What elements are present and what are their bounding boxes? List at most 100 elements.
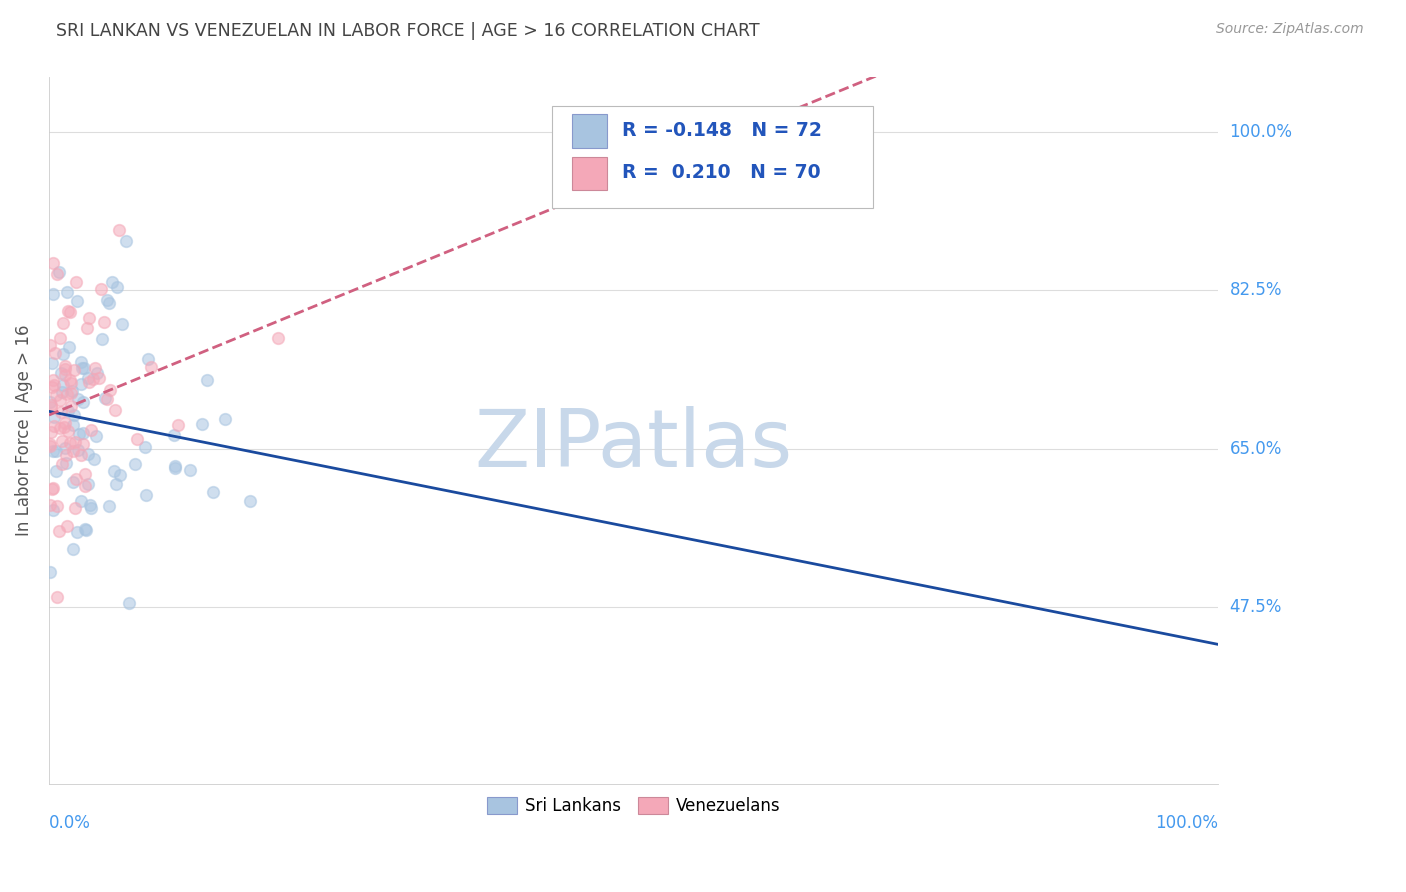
Point: [60, 384, 83, 398]
Text: 65.0%: 65.0%: [1230, 440, 1282, 458]
Point: [108, 468, 131, 483]
Point: [55, 456, 77, 470]
Point: [77, 446, 100, 460]
Point: [56, 303, 79, 318]
Point: [163, 428, 186, 442]
Point: [59, 385, 82, 400]
Point: [51, 385, 73, 400]
Point: [62, 541, 84, 556]
Point: [59, 305, 82, 319]
Text: Source: ZipAtlas.com: Source: ZipAtlas.com: [1216, 22, 1364, 37]
Point: [105, 280, 128, 294]
Point: [39, 338, 62, 352]
Text: 100.0%: 100.0%: [1156, 814, 1219, 832]
Point: [63, 434, 86, 449]
FancyBboxPatch shape: [572, 114, 607, 148]
Point: [165, 459, 187, 474]
Point: [41, 380, 63, 394]
Point: [69, 493, 91, 508]
Point: [84, 429, 107, 443]
Point: [45, 464, 67, 478]
Point: [53, 362, 76, 376]
Point: [134, 440, 156, 454]
Point: [41, 482, 63, 496]
Point: [41, 356, 63, 370]
Point: [70, 361, 93, 376]
Point: [56, 518, 79, 533]
Text: SRI LANKAN VS VENEZUELAN IN LABOR FORCE | AGE > 16 CORRELATION CHART: SRI LANKAN VS VENEZUELAN IN LABOR FORCE …: [56, 22, 759, 40]
Point: [69, 355, 91, 369]
Point: [82, 372, 104, 386]
Point: [49, 421, 72, 435]
Point: [52, 346, 75, 360]
Point: [70, 376, 93, 391]
Point: [96, 293, 118, 307]
Point: [48, 524, 70, 539]
Text: R =  0.210   N = 70: R = 0.210 N = 70: [621, 163, 821, 182]
Point: [42, 410, 65, 425]
Point: [267, 331, 290, 345]
Point: [165, 460, 187, 475]
Point: [41, 256, 63, 270]
Point: [190, 417, 212, 432]
Point: [104, 402, 127, 417]
Point: [51, 405, 73, 419]
Point: [67, 427, 90, 442]
Point: [56, 387, 79, 401]
Point: [49, 366, 72, 380]
Point: [125, 432, 148, 446]
Point: [42, 481, 65, 495]
Point: [51, 457, 73, 471]
Point: [55, 441, 77, 455]
Point: [39, 439, 62, 453]
Point: [179, 462, 201, 476]
Point: [166, 417, 188, 432]
Point: [72, 437, 94, 451]
Point: [59, 436, 82, 450]
Point: [59, 376, 82, 390]
Point: [45, 267, 67, 281]
Point: [98, 499, 121, 513]
Point: [62, 417, 84, 432]
Point: [111, 317, 134, 331]
Point: [80, 423, 103, 437]
Point: [90, 333, 112, 347]
Point: [65, 472, 87, 486]
Point: [72, 425, 94, 440]
Point: [63, 408, 86, 422]
FancyBboxPatch shape: [572, 157, 607, 191]
Point: [83, 360, 105, 375]
Text: 100.0%: 100.0%: [1230, 123, 1292, 141]
Point: [48, 331, 70, 345]
Point: [77, 371, 100, 385]
Point: [63, 363, 86, 377]
Point: [48, 264, 70, 278]
Point: [39, 498, 62, 512]
Point: [70, 448, 93, 462]
Point: [52, 316, 75, 330]
Point: [76, 320, 98, 334]
Point: [45, 499, 67, 513]
Point: [239, 494, 262, 508]
Point: [214, 412, 236, 426]
Point: [53, 359, 76, 373]
Point: [103, 464, 125, 478]
Point: [90, 282, 112, 296]
Point: [58, 374, 80, 388]
Point: [139, 360, 162, 375]
Point: [104, 476, 127, 491]
Point: [42, 418, 65, 433]
Point: [100, 275, 122, 289]
Point: [79, 498, 101, 512]
Text: 47.5%: 47.5%: [1230, 599, 1282, 616]
Text: R = -0.148   N = 72: R = -0.148 N = 72: [621, 121, 823, 140]
Point: [73, 467, 96, 482]
Point: [51, 434, 73, 448]
Point: [65, 500, 87, 515]
Text: 0.0%: 0.0%: [49, 814, 91, 832]
Point: [53, 420, 76, 434]
Y-axis label: In Labor Force | Age > 16: In Labor Force | Age > 16: [15, 325, 32, 536]
Point: [42, 373, 65, 387]
Point: [45, 444, 67, 458]
Point: [93, 315, 115, 329]
